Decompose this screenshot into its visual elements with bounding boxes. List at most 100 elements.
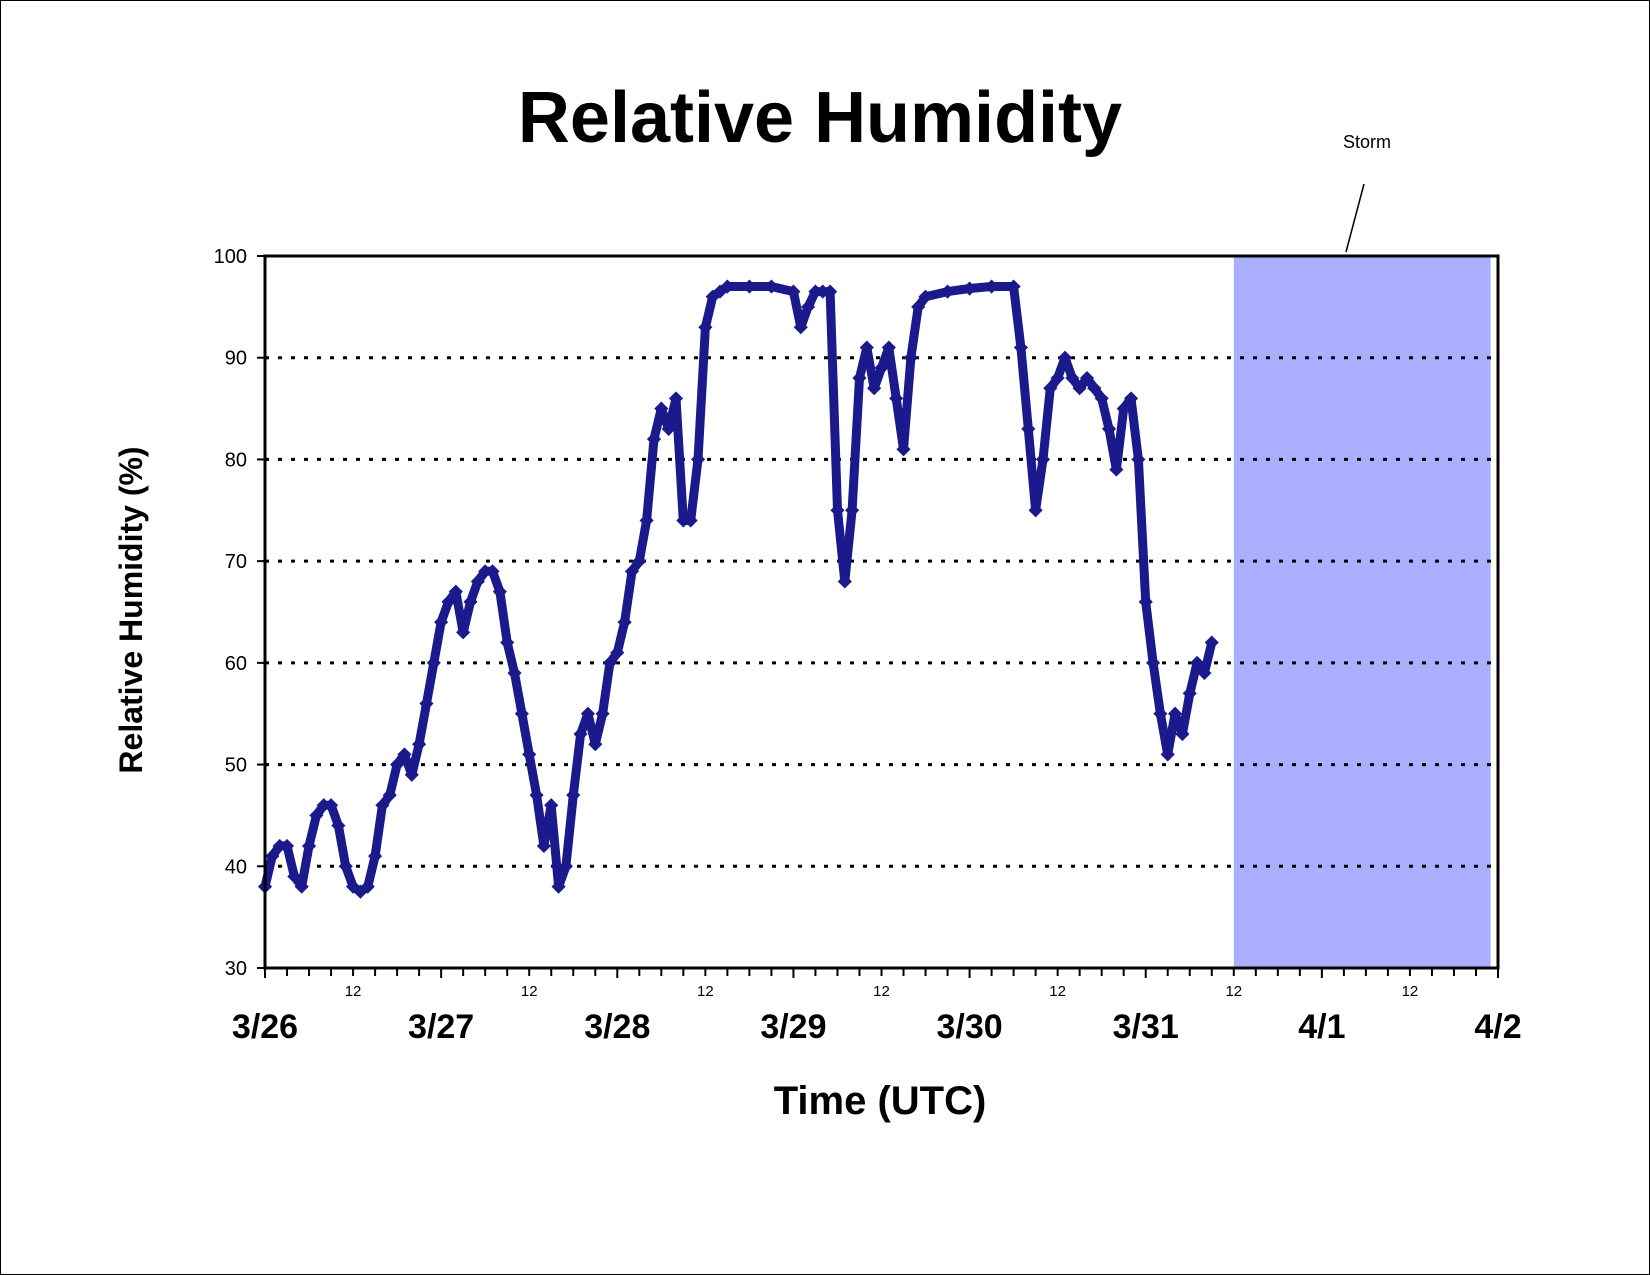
data-point	[265, 849, 280, 864]
data-point	[558, 859, 573, 874]
y-tick-label-40: 40	[225, 856, 247, 878]
x-minor-label: 12	[521, 983, 538, 1000]
y-axis-label: Relative Humidity (%)	[113, 446, 149, 773]
data-point	[786, 284, 801, 299]
data-point	[764, 279, 779, 294]
x-major-label-4-2: 4/2	[1474, 1008, 1521, 1046]
data-point	[595, 706, 610, 721]
data-point	[1190, 655, 1205, 670]
data-point	[331, 818, 346, 833]
data-point	[698, 320, 713, 335]
data-point	[1094, 391, 1109, 406]
data-point	[522, 747, 537, 762]
data-point	[815, 284, 830, 299]
x-minor-label: 12	[873, 983, 890, 1000]
data-point	[617, 615, 632, 630]
data-point	[1138, 594, 1153, 609]
data-point	[287, 869, 302, 884]
x-minor-label: 12	[697, 983, 714, 1000]
x-minor-label: 12	[345, 983, 362, 1000]
x-major-label-4-1: 4/1	[1298, 1008, 1345, 1046]
data-point	[742, 279, 757, 294]
data-point	[529, 788, 544, 803]
x-minor-label: 12	[1402, 983, 1419, 1000]
data-point	[485, 564, 500, 579]
data-point	[823, 284, 838, 299]
data-point	[962, 281, 977, 296]
data-point	[514, 706, 529, 721]
data-point	[323, 798, 339, 813]
data-point	[889, 391, 904, 406]
x-major-label-3-28: 3/28	[584, 1008, 650, 1046]
data-point	[1160, 747, 1175, 762]
x-major-label-3-26: 3/26	[232, 1008, 298, 1046]
data-point	[1145, 655, 1161, 670]
data-point	[397, 747, 412, 762]
y-tick-label-30: 30	[225, 958, 247, 980]
data-point	[1131, 452, 1146, 467]
data-point	[676, 513, 691, 528]
x-axis-label: Time (UTC)	[774, 1079, 987, 1123]
data-point	[1043, 381, 1058, 396]
data-point	[1087, 381, 1102, 396]
y-tick-label-50: 50	[225, 755, 247, 777]
data-point	[610, 645, 625, 660]
data-point	[984, 279, 999, 294]
data-point	[654, 401, 669, 416]
data-point	[588, 737, 603, 752]
data-point	[808, 284, 823, 299]
data-point	[294, 879, 309, 894]
data-point	[1168, 706, 1183, 721]
data-point	[1028, 503, 1043, 518]
data-point	[279, 838, 295, 854]
storm-shaded-region	[1233, 256, 1491, 968]
data-point	[412, 737, 427, 752]
data-point	[1035, 452, 1051, 467]
data-point	[544, 798, 559, 813]
x-major-label-3-27: 3/27	[408, 1008, 474, 1046]
y-tick-label-100: 100	[214, 246, 247, 268]
data-point	[602, 655, 618, 670]
data-point	[382, 788, 397, 803]
data-point	[441, 594, 456, 609]
y-tick-label-90: 90	[225, 348, 247, 370]
x-minor-label: 12	[1049, 983, 1066, 1000]
data-point	[683, 513, 698, 528]
chart-title: Relative Humidity	[518, 78, 1122, 158]
data-point	[434, 615, 449, 630]
data-point	[1197, 665, 1212, 681]
x-major-label-3-30: 3/30	[936, 1008, 1002, 1046]
y-tick-label-60: 60	[225, 653, 247, 675]
data-point	[566, 788, 581, 803]
data-point	[478, 564, 493, 579]
data-point	[1182, 686, 1197, 701]
data-point	[492, 584, 507, 599]
data-point	[859, 340, 874, 355]
data-point	[573, 726, 588, 742]
data-point	[338, 859, 353, 874]
data-point	[316, 798, 331, 813]
y-tick-label-70: 70	[225, 551, 247, 573]
data-point	[1065, 370, 1080, 386]
data-point	[793, 320, 808, 335]
data-point	[881, 340, 896, 355]
plot-area: 30 40 50 60 70 80 90 100 12 12 12 12 12 12 12 3/26 3/27 3…	[214, 246, 1522, 1046]
data-point	[874, 360, 889, 375]
data-point	[1109, 462, 1124, 477]
data-point	[690, 452, 706, 467]
x-major-label-3-31: 3/31	[1113, 1008, 1179, 1046]
data-point	[1057, 350, 1073, 365]
data-point	[426, 655, 441, 670]
data-point	[801, 299, 816, 314]
data-point	[852, 370, 867, 386]
data-point	[368, 849, 383, 864]
data-point	[867, 381, 882, 396]
data-point	[272, 838, 287, 854]
storm-annotation-pointer	[1345, 183, 1365, 253]
data-point	[668, 391, 684, 406]
data-point	[720, 279, 735, 294]
data-point	[1072, 381, 1087, 396]
data-point	[646, 432, 662, 447]
data-point	[624, 564, 640, 579]
